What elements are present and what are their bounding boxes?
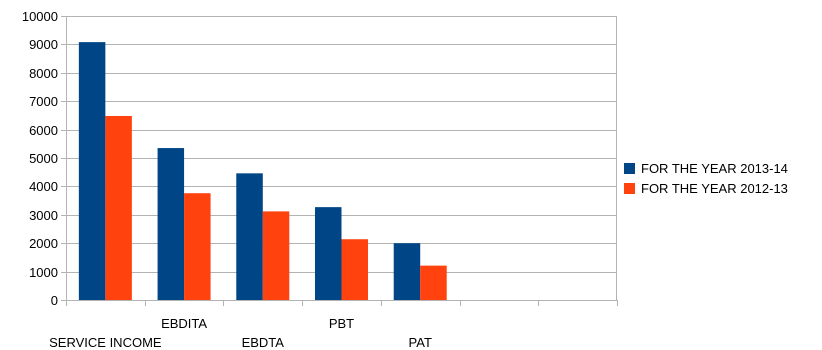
axes: [61, 16, 618, 306]
legend: FOR THE YEAR 2013-14 FOR THE YEAR 2012-1…: [624, 158, 788, 198]
y-tick-label-4000: 4000: [29, 179, 58, 194]
bar-series-1-ebdta: [236, 173, 263, 300]
y-tick-label-2000: 2000: [29, 236, 58, 251]
legend-swatch-series-1: [624, 162, 635, 174]
x-tick-labels: SERVICE INCOME EBDITA EBDTA PBT PAT: [49, 316, 432, 350]
y-tick-label-10000: 10000: [22, 9, 58, 24]
bar-series-2-pbt: [341, 239, 368, 300]
bar-series-2-ebdta: [262, 211, 290, 300]
x-tick-label-ebdta: EBDTA: [242, 335, 285, 350]
y-tick-labels: 0 1000 2000 3000 4000 5000 6000 7000 8000 9000 100…: [22, 9, 58, 308]
legend-swatch-series-2: [624, 182, 635, 194]
bar-series-1-service-income: [78, 42, 106, 301]
legend-label-series-2: FOR THE YEAR 2012-13: [641, 180, 788, 196]
legend-item-series-1: FOR THE YEAR 2013-14: [624, 158, 788, 178]
bar-series-1-ebdita: [157, 148, 185, 300]
legend-item-series-2: FOR THE YEAR 2012-13: [624, 178, 788, 198]
bar-series-1-pbt: [315, 207, 342, 300]
y-tick-label-1000: 1000: [29, 265, 58, 280]
bar-series-1-pat: [393, 243, 421, 300]
y-tick-label-8000: 8000: [29, 66, 58, 81]
x-tick-label-pat: PAT: [409, 335, 432, 350]
legend-label-series-1: FOR THE YEAR 2013-14: [641, 160, 788, 176]
y-tick-label-0: 0: [51, 293, 58, 308]
x-tick-label-pbt: PBT: [329, 316, 354, 331]
bar-series-2-service-income: [105, 115, 132, 300]
y-tick-label-6000: 6000: [29, 123, 58, 138]
bar-series-2-pat: [420, 265, 447, 300]
bar-series-2-ebdita: [184, 193, 211, 300]
y-tick-label-9000: 9000: [29, 37, 58, 52]
bars: [78, 42, 447, 301]
x-tick-label-ebdita: EBDITA: [161, 316, 207, 331]
y-tick-label-5000: 5000: [29, 151, 58, 166]
x-tick-label-service-income: SERVICE INCOME: [49, 335, 162, 350]
y-tick-label-3000: 3000: [29, 208, 58, 223]
y-tick-label-7000: 7000: [29, 94, 58, 109]
